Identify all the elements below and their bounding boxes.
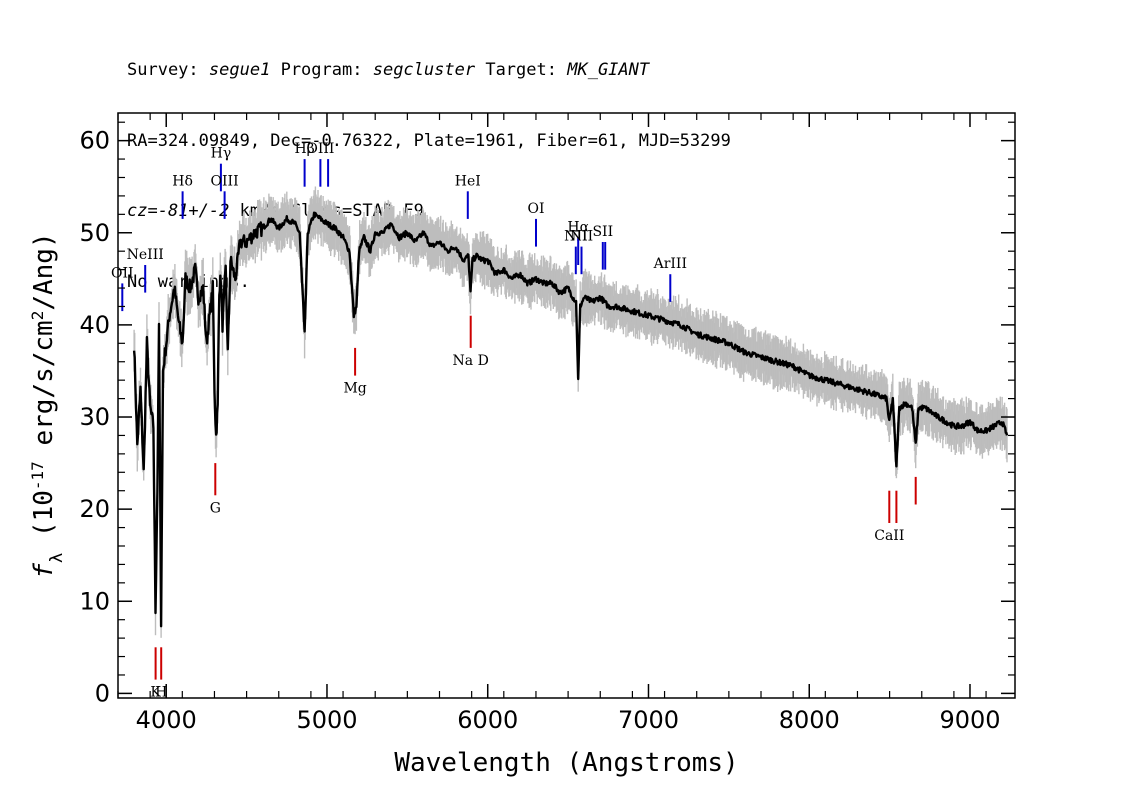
line-label: Mg bbox=[343, 381, 366, 397]
x-axis-label: Wavelength (Angstroms) bbox=[394, 748, 738, 778]
line-label: Hγ bbox=[211, 146, 232, 162]
line-label: G bbox=[210, 500, 221, 516]
y-tick-label: 50 bbox=[79, 219, 110, 247]
y-tick-label: 60 bbox=[79, 127, 110, 155]
flux-line bbox=[132, 211, 1009, 628]
x-tick-label: 5000 bbox=[296, 706, 357, 734]
y-axis-label: fλ (10-17 erg/s/cm2/Ang) bbox=[28, 232, 68, 578]
flux-series bbox=[132, 211, 1009, 628]
survey-value: segue1 bbox=[208, 60, 271, 80]
error-band bbox=[133, 186, 1008, 638]
line-label: OII bbox=[111, 265, 134, 281]
line-label: Hα bbox=[567, 219, 589, 235]
line-label: Hβ bbox=[294, 141, 314, 157]
line-label: NII bbox=[570, 229, 593, 245]
y-tick-label: 20 bbox=[79, 495, 110, 523]
survey-label: Survey: bbox=[127, 60, 199, 80]
line-label: OIII bbox=[306, 141, 334, 157]
x-tick-label: 6000 bbox=[457, 706, 518, 734]
target-value: MK_GIANT bbox=[567, 60, 650, 80]
cz-value: -81+/-2 bbox=[157, 201, 230, 221]
header-line-survey: Survey: segue1 Program: segcluster Targe… bbox=[127, 59, 731, 83]
line-label: Hδ bbox=[172, 173, 193, 189]
y-tick-label: 10 bbox=[79, 587, 110, 615]
line-label: Na D bbox=[453, 353, 489, 369]
y-tick-label: 30 bbox=[79, 403, 110, 431]
line-label: SII bbox=[592, 224, 613, 240]
plot-frame bbox=[117, 112, 1016, 699]
header-line-coords: RA=324.09849, Dec=-0.76322, Plate=1961, … bbox=[127, 130, 731, 151]
line-label: OI bbox=[527, 201, 544, 217]
line-label: HeI bbox=[455, 173, 481, 189]
x-tick-label: 7000 bbox=[618, 706, 679, 734]
line-label: ArIII bbox=[653, 256, 687, 272]
y-tick-label: 0 bbox=[95, 679, 110, 707]
line-label: H bbox=[155, 685, 167, 701]
target-label: Target: bbox=[485, 60, 557, 80]
line-label: NeIII bbox=[127, 247, 164, 263]
x-tick-label: 4000 bbox=[136, 706, 197, 734]
line-label: CaII bbox=[874, 528, 904, 544]
y-tick-label: 40 bbox=[79, 311, 110, 339]
line-label: OIII bbox=[211, 173, 239, 189]
axis-ticks: 4000 5000 6000 7000 8000 9000 0 10 20 30 40 50 60 bbox=[79, 113, 1015, 734]
cz-label: cz= bbox=[127, 201, 158, 221]
line-label: NII bbox=[564, 229, 587, 245]
line-label: K bbox=[150, 685, 161, 701]
program-label: Program: bbox=[280, 60, 363, 80]
x-tick-label: 9000 bbox=[939, 706, 1000, 734]
program-value: segcluster bbox=[372, 60, 476, 80]
x-tick-label: 8000 bbox=[779, 706, 840, 734]
